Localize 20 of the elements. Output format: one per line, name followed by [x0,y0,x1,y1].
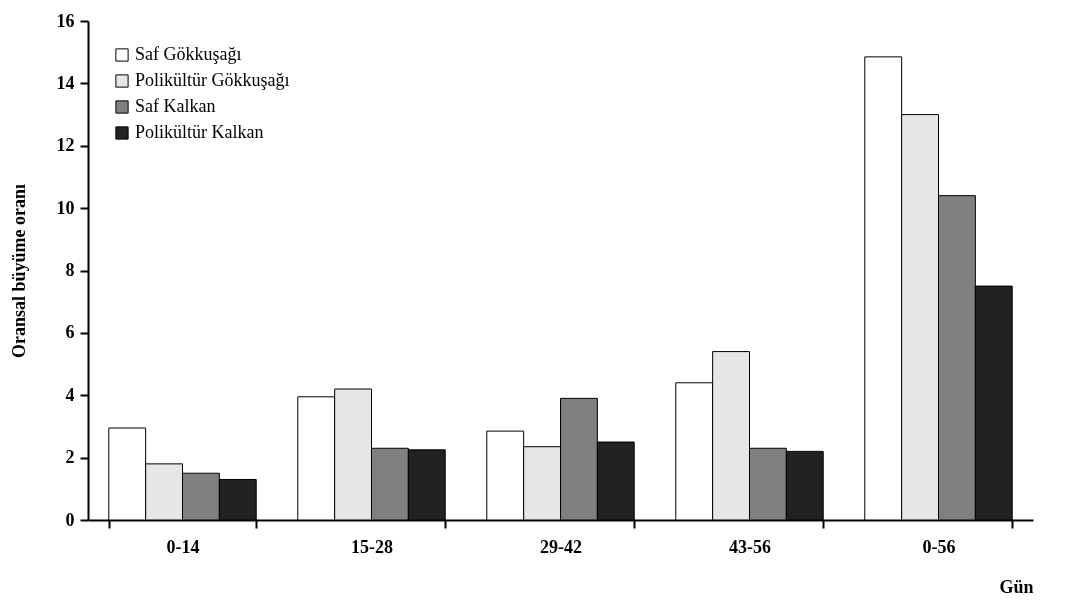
y-tick-label: 4 [65,384,75,405]
y-tick-label: 10 [56,197,75,218]
x-tick-label: 0-14 [166,536,200,557]
y-axis-title: Oransal büyüme oranı [8,183,29,359]
legend-label: Polikültür Kalkan [135,122,264,142]
y-tick-label: 16 [56,10,75,31]
y-tick-label: 12 [56,135,75,156]
x-tick-label: 29-42 [540,536,582,557]
y-tick-label: 0 [65,509,75,530]
legend-label: Polikültür Gökkuşağı [135,70,290,90]
x-tick-label: 0-56 [922,536,956,557]
y-tick-label: 8 [65,260,75,280]
y-tick-label: 2 [65,447,75,468]
x-tick-label: 15-28 [351,536,393,557]
legend-label: Saf Gökkuşağı [135,44,242,64]
x-axis-title: Gün [999,576,1034,597]
x-tick-label: 43-56 [729,536,771,557]
legend-label: Saf Kalkan [135,96,216,116]
y-tick-label: 14 [56,72,75,93]
y-tick-label: 6 [65,322,75,343]
